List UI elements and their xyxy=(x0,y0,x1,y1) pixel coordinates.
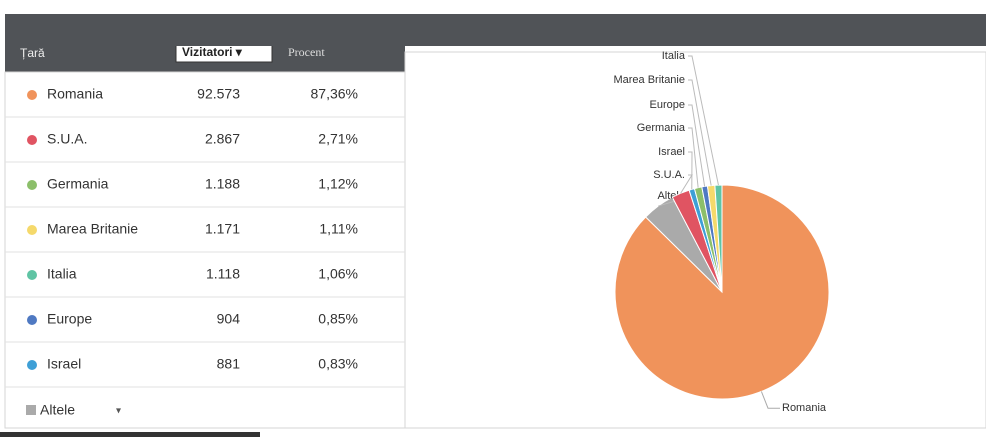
legend-dot xyxy=(27,135,37,145)
visitors: 1.171 xyxy=(205,221,240,237)
percent: 1,11% xyxy=(319,221,358,237)
country-name[interactable]: Marea Britanie xyxy=(47,221,138,237)
visitors: 881 xyxy=(217,356,241,372)
legend-dot xyxy=(27,315,37,325)
visitors: 1.188 xyxy=(205,176,240,192)
other-name[interactable]: Altele xyxy=(40,402,75,418)
visitors: 1.118 xyxy=(206,266,240,282)
leader-line xyxy=(688,104,706,187)
leader-line xyxy=(688,151,693,190)
pie-label: S.U.A. xyxy=(653,169,685,181)
country-name[interactable]: Romania xyxy=(47,86,103,102)
pie-label: Italia xyxy=(662,50,686,62)
visitors: 2.867 xyxy=(205,131,240,147)
bottom-strip xyxy=(0,432,260,437)
percent: 0,85% xyxy=(318,311,358,327)
country-name[interactable]: S.U.A. xyxy=(47,131,87,147)
percent: 0,83% xyxy=(318,356,358,372)
top-bar xyxy=(5,14,986,46)
legend-dot xyxy=(27,225,37,235)
header-country[interactable]: Țară xyxy=(20,46,45,60)
table-body xyxy=(4,71,406,429)
leader-line xyxy=(688,79,712,186)
country-name[interactable]: Israel xyxy=(47,356,81,372)
visitors: 92.573 xyxy=(197,86,240,102)
pie-label: Romania xyxy=(782,402,827,414)
pie-label: Germania xyxy=(637,122,686,134)
header-percent[interactable]: Procent xyxy=(288,45,325,59)
pie-label: Marea Britanie xyxy=(613,74,685,86)
other-menu[interactable]: ▾ xyxy=(116,406,121,417)
legend-dot xyxy=(27,180,37,190)
country-name[interactable]: Italia xyxy=(47,266,77,282)
leader-line xyxy=(760,391,781,409)
country-name[interactable]: Europe xyxy=(47,311,92,327)
pie-slice xyxy=(614,184,830,400)
legend-dot xyxy=(27,90,37,100)
percent: 1,12% xyxy=(318,176,358,192)
percent: 2,71% xyxy=(318,131,358,147)
pie-label: Israel xyxy=(658,146,685,158)
legend-dot xyxy=(27,360,37,370)
leader-line xyxy=(688,127,699,188)
pie-label: Europe xyxy=(650,99,685,111)
percent: 1,06% xyxy=(318,266,358,282)
leader-line xyxy=(688,55,719,186)
percent: 87,36% xyxy=(311,86,358,102)
visitors: 904 xyxy=(217,311,241,327)
country-name[interactable]: Germania xyxy=(47,176,109,192)
legend-square xyxy=(26,405,36,415)
header-visitors[interactable]: Vizitatori ▾ xyxy=(182,45,243,59)
legend-dot xyxy=(27,270,37,280)
